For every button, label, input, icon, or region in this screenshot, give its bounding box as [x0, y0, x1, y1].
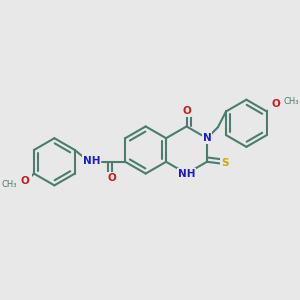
Text: O: O [182, 106, 191, 116]
Text: NH: NH [178, 169, 195, 178]
Text: CH₃: CH₃ [283, 97, 299, 106]
Text: O: O [272, 99, 280, 110]
Text: N: N [202, 133, 211, 143]
Text: CH₃: CH₃ [1, 180, 17, 189]
Text: S: S [221, 158, 229, 168]
Text: NH: NH [82, 156, 100, 166]
Text: O: O [21, 176, 30, 186]
Text: O: O [107, 173, 116, 183]
